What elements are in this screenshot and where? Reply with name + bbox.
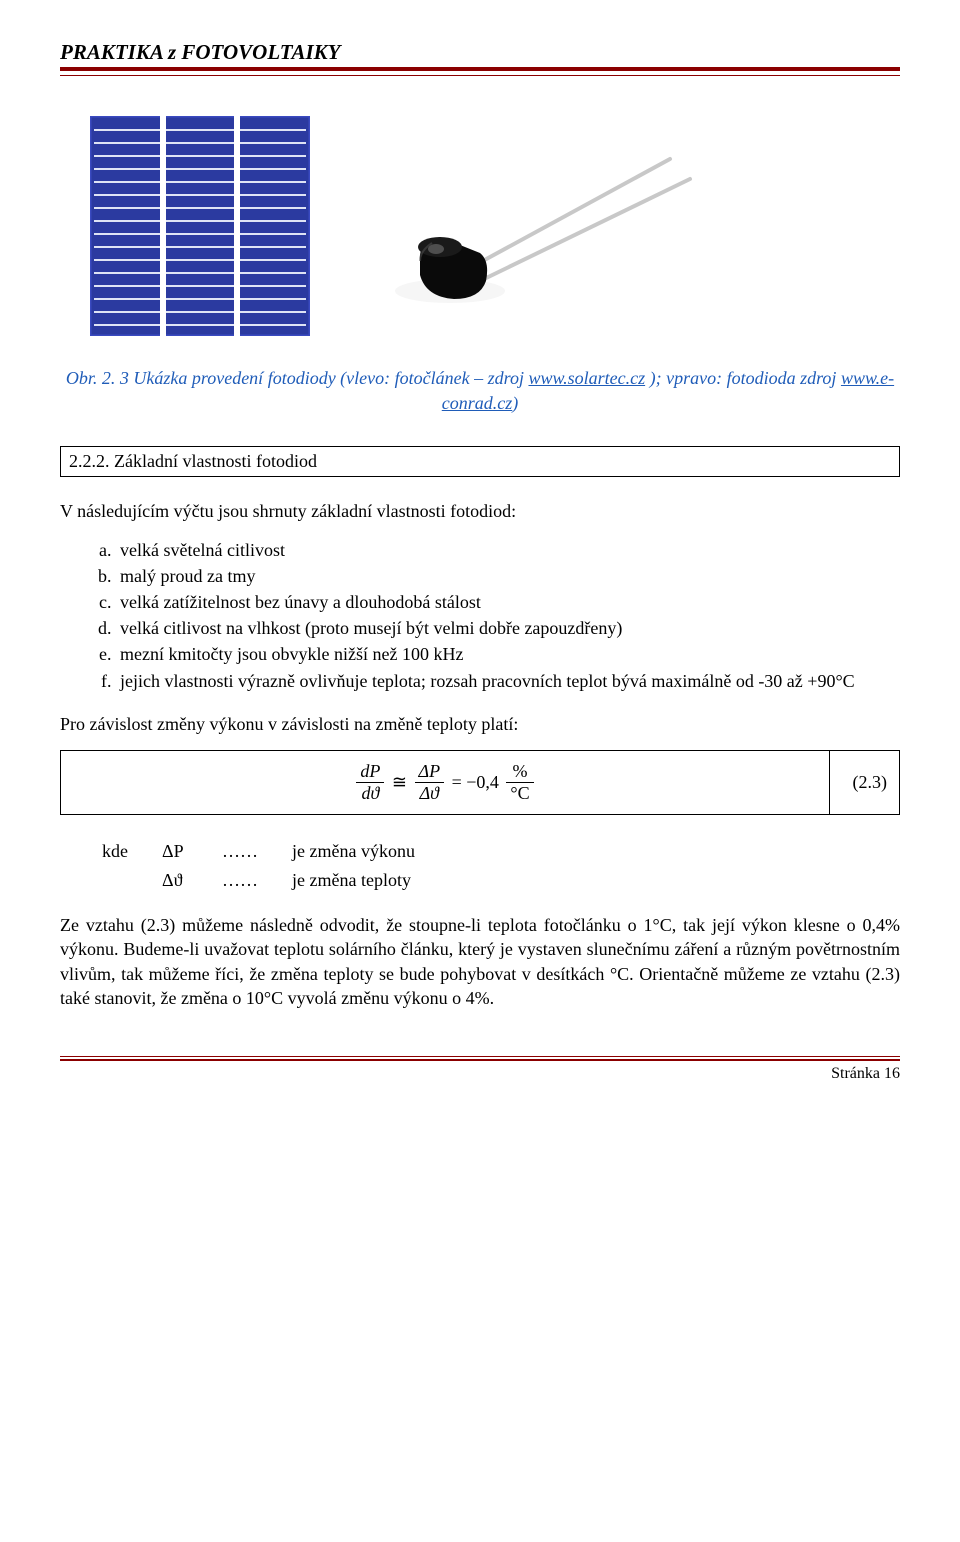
where-row: kde ΔP …… je změna výkonu (60, 841, 900, 862)
equation-table: dPdϑ ≅ ΔPΔϑ = −0,4 %°C (2.3) (60, 750, 900, 815)
list-item: velká světelná citlivost (116, 538, 900, 563)
intro-paragraph: V následujícím výčtu jsou shrnuty základ… (60, 499, 900, 523)
eq-value: −0,4 (466, 772, 499, 792)
caption-text-3: ) (512, 393, 518, 413)
where-label: kde (102, 841, 162, 862)
footer-divider-top (60, 1056, 900, 1057)
where-dots: …… (222, 870, 292, 891)
eq-unit-den: °C (506, 783, 533, 804)
footer-divider-bottom (60, 1059, 900, 1061)
solartec-link[interactable]: www.solartec.cz (528, 368, 645, 388)
solar-cell-illustration (90, 116, 310, 336)
properties-list: velká světelná citlivost malý proud za t… (60, 538, 900, 694)
where-dots: …… (222, 841, 292, 862)
eq-lhs-den: dϑ (356, 783, 384, 804)
list-item: velká zatížitelnost bez únavy a dlouhodo… (116, 590, 900, 615)
figure-row (60, 106, 900, 356)
page-number: Stránka 16 (60, 1065, 900, 1083)
eq-mid-den: Δϑ (415, 783, 445, 804)
caption-text-1: Obr. 2. 3 Ukázka provedení fotodiody (vl… (66, 368, 529, 388)
section-heading: 2.2.2. Základní vlastnosti fotodiod (60, 446, 900, 477)
list-item: malý proud za tmy (116, 564, 900, 589)
conclusion-paragraph: Ze vztahu (2.3) můžeme následně odvodit,… (60, 913, 900, 1010)
where-desc: je změna výkonu (292, 841, 415, 862)
caption-text-2: ); vpravo: fotodioda zdroj (645, 368, 841, 388)
where-label (102, 870, 162, 891)
list-item: jejich vlastnosti výrazně ovlivňuje tepl… (116, 669, 900, 694)
list-item: mezní kmitočty jsou obvykle nižší než 10… (116, 642, 900, 667)
eq-mid-num: ΔP (415, 761, 445, 783)
photodiode-illustration (390, 141, 710, 311)
eq-approx: ≅ (392, 772, 412, 792)
pre-equation-text: Pro závislost změny výkonu v závislosti … (60, 712, 900, 736)
header-divider (60, 75, 900, 76)
where-row: Δϑ …… je změna teploty (60, 870, 900, 891)
where-symbol: Δϑ (162, 870, 222, 891)
list-item: velká citlivost na vlhkost (proto musejí… (116, 616, 900, 641)
equation-cell: dPdϑ ≅ ΔPΔϑ = −0,4 %°C (61, 751, 830, 815)
eq-lhs-num: dP (356, 761, 384, 783)
figure-caption: Obr. 2. 3 Ukázka provedení fotodiody (vl… (60, 366, 900, 416)
eq-equals: = (452, 772, 467, 792)
equation-number: (2.3) (830, 751, 900, 815)
eq-unit-num: % (506, 761, 533, 783)
where-desc: je změna teploty (292, 870, 411, 891)
page-header-title: PRAKTIKA z FOTOVOLTAIKY (60, 40, 900, 71)
where-symbol: ΔP (162, 841, 222, 862)
